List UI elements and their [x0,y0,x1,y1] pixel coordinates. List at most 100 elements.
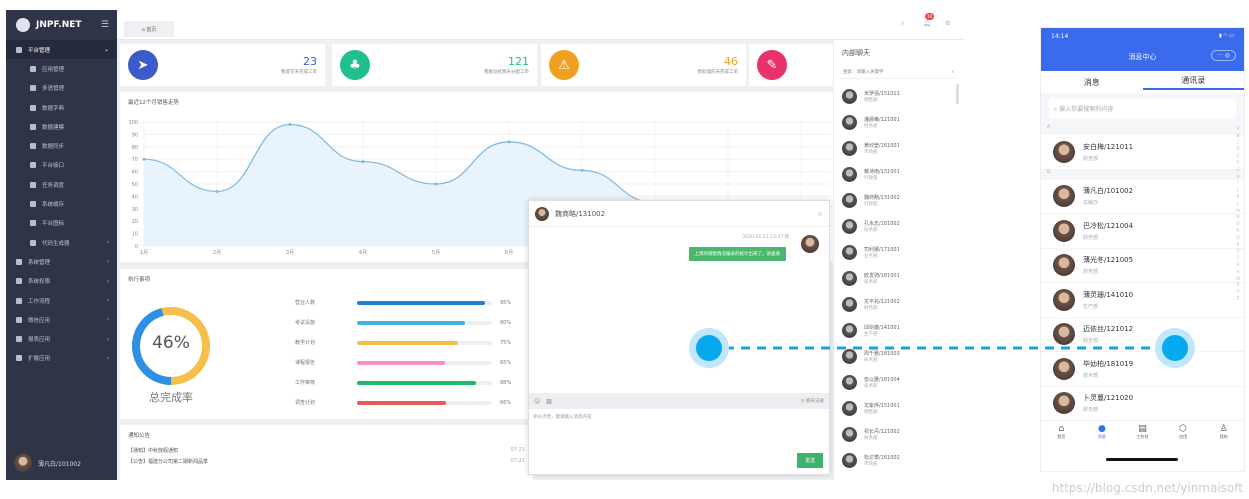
contact-item[interactable]: 迈依丝/121012 财务部 [1041,318,1244,352]
emoji-icon[interactable]: ☺ [534,397,541,405]
sidebar-item[interactable]: 平台管理 ⌄ [6,40,117,60]
sidebar-item[interactable]: 微信应用 › [6,310,117,329]
collapse-menu-icon[interactable]: ☰ [100,20,109,30]
index-letter[interactable]: J [1237,187,1239,193]
stat-card[interactable]: ⚠ 46 我处理的未完成工单 [541,44,746,86]
menu-icon [30,201,36,208]
tab-messages[interactable]: 消息 [1083,77,1100,87]
sidebar-item[interactable]: 多语管理 [6,79,117,98]
send-button[interactable]: 发送 [796,453,823,468]
index-letter[interactable]: D [1236,146,1240,152]
notice-item[interactable]: 【通知】中秋放假通知 07-21 [128,447,525,454]
nav-workbench[interactable]: ▤ 工作台 [1122,421,1163,446]
index-letter[interactable]: S [1236,248,1240,254]
contact-item[interactable]: 黄欣莹/161001 市场部 [834,135,963,161]
index-letter[interactable]: C [1236,139,1240,145]
nav-home[interactable]: ⌂ 首页 [1041,421,1082,446]
index-letter[interactable]: B [1236,132,1240,138]
index-letter[interactable]: L [1236,200,1240,206]
index-letter[interactable]: Z [1236,295,1240,301]
index-letter[interactable]: F [1236,159,1240,165]
index-letter[interactable]: O [1236,221,1240,227]
sidebar-item[interactable]: 应用管理 [6,59,117,78]
image-icon[interactable]: ▨ [546,397,552,405]
contact-item[interactable]: 米罗强/151011 销售部 [834,83,963,109]
capsule-menu[interactable]: ··· ◎ [1211,50,1236,61]
sidebar-item[interactable]: 代码生成器 › [6,233,117,252]
sidebar-item[interactable]: 报表应用 › [6,329,117,348]
sidebar-item[interactable]: 平台接口 [6,156,117,175]
sidebar-item[interactable]: 系统权限 › [6,272,117,291]
contact-item[interactable]: 潘晨曦/121001 财务部 [834,109,963,135]
sidebar-item[interactable]: 扩展应用 › [6,349,117,368]
scrollbar[interactable] [956,84,959,104]
index-letter[interactable]: G [1236,166,1240,172]
nav-messages[interactable]: ● 消息 [1082,421,1123,446]
contact-item[interactable]: 龙平兆/121002 财务部 [834,291,963,317]
index-letter[interactable]: K [1236,193,1240,199]
bell-icon[interactable]: 🔔︎ [923,20,931,27]
index-letter[interactable]: R [1236,241,1240,247]
contact-search-input[interactable]: 搜索：请输入关键字 ⌕ [840,66,957,79]
index-letter[interactable]: X [1236,282,1240,288]
index-letter[interactable]: E [1236,153,1240,159]
contact-item[interactable]: 邱剑雄/141001 生产部 [834,317,963,343]
drag-point[interactable] [696,335,722,361]
y-tick-label: 100 [128,120,138,126]
sidebar-item[interactable]: 系统缓存 [6,194,117,213]
user-profile[interactable]: 薄凡白/101002 [14,454,81,472]
index-letter[interactable]: T [1236,255,1240,261]
tab-home[interactable]: ⌂ 首页 [124,21,174,37]
contact-item[interactable]: 薄凡白/101002 总裁办 [1041,180,1244,214]
contact-item[interactable]: 孔永志/181002 技术部 [834,213,963,239]
index-letter[interactable]: Q [1236,234,1240,240]
nav-profile[interactable]: ♙ 我的 [1203,421,1244,446]
stat-card[interactable]: ✎ [749,44,833,86]
index-letter[interactable]: P [1236,227,1240,233]
contact-item[interactable]: 安白梅/121011 财务部 [1041,135,1244,170]
tab-contacts[interactable]: 通讯录 [1142,75,1244,90]
sidebar-item[interactable]: 系统管理 › [6,252,117,271]
index-letter[interactable]: W [1236,275,1240,281]
stat-card[interactable]: ♣ 121 我委派给我未分配工单 [332,44,537,86]
index-letter[interactable]: U [1236,261,1240,267]
sidebar-item[interactable]: 平台图标 [6,214,117,233]
index-letter[interactable]: A [1236,126,1240,131]
index-letter[interactable]: N [1236,214,1240,220]
contact-item[interactable]: 毕幼柏/181019 技术部 [1041,352,1244,387]
contacts-search-input[interactable]: ⌕ 输入你要搜索的内容 [1049,99,1236,119]
index-letter[interactable]: M [1236,207,1240,213]
progress-panel: 执行事项 46% 总完成率 营业人数 95% 考试设施 80% 教学计划 75% 课程报告 6… [120,269,533,419]
contact-item[interactable]: 松达攀/161002 市场部 [834,447,963,473]
contact-item[interactable]: 巴冷松/121004 财务部 [1041,214,1244,249]
stat-card[interactable]: ➤ 23 我提交未完成工单 [120,44,325,86]
contact-item[interactable]: 魏商略/131002 行政部 [834,187,963,213]
contact-item[interactable]: 祁长丹/121002 财务部 [834,421,963,447]
drag-point[interactable] [1162,335,1188,361]
sidebar-item[interactable]: 数据字典 [6,98,117,117]
contact-item[interactable]: 戴诗雨/131001 行政部 [834,161,963,187]
index-letter[interactable]: H [1236,173,1240,179]
contact-item[interactable]: 欧发骑/181001 技术部 [834,265,963,291]
donut-label: 总完成率 [149,391,193,404]
sidebar-item[interactable]: 任务调度 [6,175,117,194]
contact-item[interactable]: 薄光冬/121005 财务部 [1041,249,1244,283]
index-letter[interactable]: I [1237,180,1239,186]
contact-item[interactable]: 伍以雅/181004 技术部 [834,369,963,395]
contact-item[interactable]: 薄灵珊/141010 生产部 [1041,283,1244,318]
settings-icon[interactable]: ⚙ [945,20,951,27]
sidebar-item[interactable]: 数据同步 [6,136,117,155]
search-icon[interactable]: ⌕ [901,20,905,27]
contact-item[interactable]: 司利娜/171001 业务部 [834,239,963,265]
notice-item[interactable]: 【公告】福建分公司第二期新闻品季 07-21 [128,458,525,465]
sidebar-item[interactable]: 数据建模 [6,117,117,136]
message-input[interactable]: 评论点赞，需请输入消息内容 [533,415,592,420]
index-letter[interactable]: V [1236,268,1240,274]
nav-apps[interactable]: ⬡ 应用 [1163,421,1204,446]
index-letter[interactable]: Y [1236,289,1240,295]
contact-item[interactable]: 龙紫烨/151001 销售部 [834,395,963,421]
sidebar-item[interactable]: 工作流程 › [6,291,117,310]
chat-history-button[interactable]: ◷ 聊天记录 [800,399,824,404]
close-icon[interactable]: × [817,209,823,218]
contact-item[interactable]: 周千雅/181003 技术部 [834,343,963,369]
